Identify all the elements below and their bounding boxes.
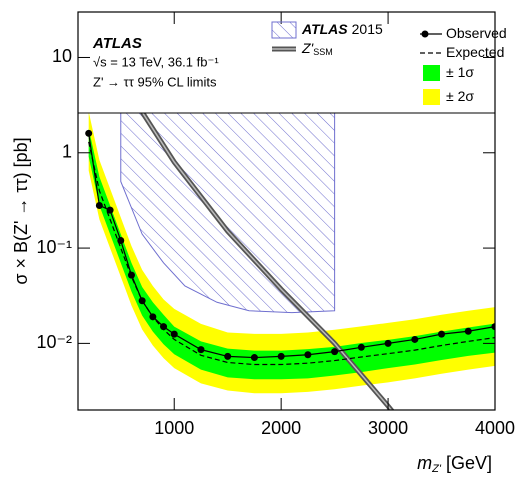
observed-point <box>250 354 258 362</box>
x-axis-label: mZ' [GeV] <box>417 453 492 475</box>
y-tick-label: 10⁻² <box>36 332 72 352</box>
expected-line <box>88 141 495 366</box>
legend-label: Z'SSM <box>301 40 333 58</box>
y-tick-label: 1 <box>62 142 72 162</box>
y-axis-label: σ × B(Z' → ττ) [pb] <box>11 137 31 284</box>
legend-label: ATLAS 2015 <box>301 21 383 37</box>
observed-point <box>491 323 495 331</box>
observed-point <box>85 129 93 137</box>
band <box>88 111 495 394</box>
observed-point <box>224 352 232 360</box>
observed-point <box>411 335 419 343</box>
x-axis-symbol: m <box>417 453 432 473</box>
legend-marker <box>421 30 429 38</box>
legend-name: Expected <box>446 44 504 60</box>
observed-point <box>149 313 157 321</box>
observed-point <box>138 297 146 305</box>
legend-swatch <box>423 89 440 105</box>
legend-label: ± 1σ <box>446 64 474 80</box>
legend-name: ± 2σ <box>446 88 474 104</box>
x-axis-subscript: Z' <box>431 463 442 475</box>
observed-point <box>384 339 392 347</box>
legend-name: ATLAS <box>301 21 348 37</box>
legend-label: Observed <box>446 25 507 41</box>
legend-name-subscript: SSM <box>313 47 333 57</box>
observed-point <box>331 348 339 356</box>
observed-point <box>127 271 135 279</box>
x-axis-unit: [GeV] <box>446 453 492 473</box>
observed-point <box>277 352 285 360</box>
observed-point <box>117 237 125 245</box>
x-tick-label: 3000 <box>368 418 408 438</box>
legend-label: Expected <box>446 44 504 60</box>
legend-label: ± 2σ <box>446 88 474 104</box>
process-label: Z' → ττ 95% CL limits <box>93 74 217 89</box>
observed-point <box>464 327 472 335</box>
legend-swatch <box>423 65 440 81</box>
legend-name: Observed <box>446 25 507 41</box>
x-tick-label: 2000 <box>261 418 301 438</box>
observed-point <box>170 330 178 338</box>
y-tick-label: 10 <box>52 46 72 66</box>
x-tick-label: 1000 <box>154 418 194 438</box>
observed-point <box>438 330 446 338</box>
observed-point <box>304 351 312 359</box>
legend-name-suffix: 2015 <box>352 21 383 37</box>
observed-point <box>357 343 365 351</box>
legend-name: Z' <box>301 40 315 56</box>
frame <box>77 11 496 411</box>
observed-point <box>95 201 103 209</box>
y-tick-label: 10⁻¹ <box>36 237 72 257</box>
experiment-label: ATLAS <box>92 35 142 52</box>
observed-point <box>197 346 205 354</box>
legend-name: ± 1σ <box>446 64 474 80</box>
observed-point <box>160 323 168 331</box>
legend-swatch <box>271 21 297 39</box>
band <box>88 128 495 380</box>
observed-point <box>106 206 114 214</box>
x-tick-label: 4000 <box>475 418 515 438</box>
energy-label: √s = 13 TeV, 36.1 fb⁻¹ <box>93 54 219 69</box>
